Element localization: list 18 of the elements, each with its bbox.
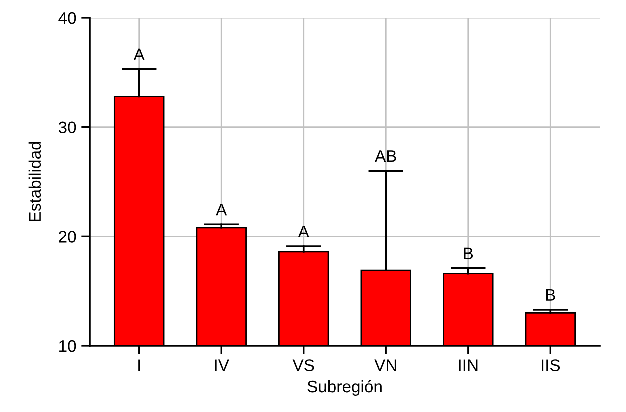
annotation: A <box>134 48 145 60</box>
y-tick-label: 20 <box>59 231 76 243</box>
x-tick-label: I <box>138 360 140 372</box>
annotation: A <box>216 204 228 216</box>
x-tick-label: IIN <box>459 360 478 372</box>
y-tick-label: 40 <box>58 12 76 24</box>
y-tick-label: 10 <box>60 340 76 352</box>
y-axis-title: Estabilidad <box>28 142 42 222</box>
annotation: A <box>298 226 310 238</box>
x-tick-label: VS <box>292 360 314 372</box>
annotation: B <box>464 248 474 260</box>
annotation: AB <box>375 150 396 162</box>
annotation: B <box>546 289 556 301</box>
x-axis-title: Subregión <box>308 380 382 396</box>
x-tick-label: IIS <box>542 360 560 372</box>
x-tick-label: IV <box>215 360 230 372</box>
x-tick-label: VN <box>374 360 396 372</box>
y-tick-label: 30 <box>58 122 76 134</box>
